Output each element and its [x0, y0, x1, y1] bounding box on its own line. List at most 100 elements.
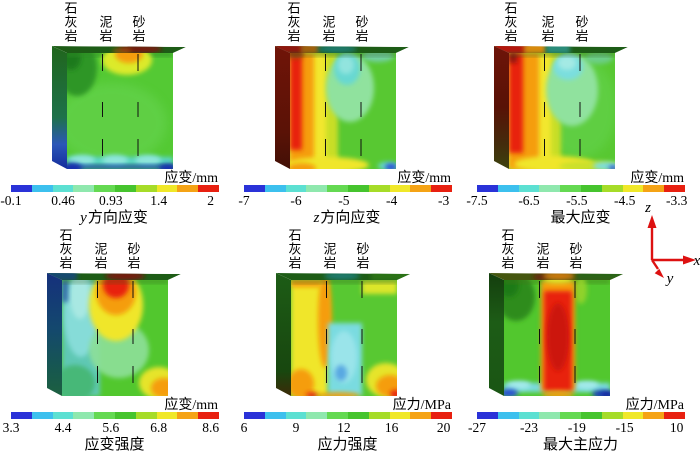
- axis-arrows: [650, 227, 684, 270]
- colorbar-segment: [198, 412, 219, 419]
- colorbar-segment: [518, 185, 540, 192]
- colorbar-segment: [347, 412, 369, 419]
- tick-label: 6.8: [150, 420, 168, 435]
- tick-label: 9: [292, 420, 300, 435]
- tick-label: 0.93: [99, 193, 123, 208]
- layer-joints: [326, 281, 363, 383]
- colorbar-segment: [389, 185, 411, 192]
- colorbar-title: 应变/mm: [630, 171, 684, 186]
- tick-label: -3: [438, 193, 450, 208]
- colorbar-segment: [114, 412, 136, 419]
- rock-label-sandstone: 砂岩: [354, 242, 370, 270]
- contour-block: [275, 46, 409, 169]
- left-face: [47, 273, 62, 396]
- tick-label: 20: [436, 420, 451, 435]
- tick-label: 1.4: [150, 193, 168, 208]
- panel-stress-intensity: 石灰岩 泥岩 砂岩: [233, 227, 466, 455]
- contour-block: [494, 46, 628, 169]
- top-face: [276, 273, 410, 280]
- top-face: [47, 273, 181, 280]
- colorbar-segment: [244, 412, 265, 419]
- tick-label: -0.1: [0, 193, 22, 208]
- tick-label: 4.4: [54, 420, 72, 435]
- front-face: [509, 53, 615, 169]
- colorbar-segment: [410, 412, 432, 419]
- tick-label: -27: [468, 420, 486, 435]
- x-axis-label: x: [693, 253, 700, 269]
- colorbar-segment: [601, 412, 623, 419]
- colorbar-segment: [580, 185, 602, 192]
- colorbar-segment: [52, 412, 74, 419]
- colorbar: [11, 185, 219, 192]
- panel-max-strain: 石灰岩 泥岩 砂岩: [466, 0, 699, 228]
- colorbar-segment: [622, 412, 644, 419]
- colorbar-segment: [285, 185, 307, 192]
- colorbar-segment: [135, 412, 157, 419]
- colorbar-segment: [368, 185, 390, 192]
- rock-label-limestone: 石灰岩: [499, 228, 515, 270]
- colorbar-segment: [114, 185, 136, 192]
- colorbar-segment: [198, 185, 219, 192]
- colorbar: [11, 412, 219, 419]
- colorbar-segment: [410, 185, 432, 192]
- tick-label: 8.6: [202, 420, 220, 435]
- left-face: [489, 273, 504, 396]
- colorbar-segment: [285, 412, 307, 419]
- rock-label-sandstone: 砂岩: [130, 15, 146, 43]
- colorbar-segment: [327, 185, 348, 192]
- tick-label: 6: [240, 420, 248, 435]
- colorbar-segment: [306, 185, 328, 192]
- colorbar: [477, 412, 685, 419]
- layer-joints: [97, 281, 134, 383]
- layer-joints: [325, 54, 362, 156]
- contour-block: [52, 46, 186, 169]
- tick-label: 3.3: [2, 420, 20, 435]
- colorbar-ticks: 3.3 4.4 5.6 6.8 8.6: [3, 420, 220, 436]
- left-face: [52, 46, 67, 169]
- colorbar-segment: [389, 412, 411, 419]
- colorbar-segment: [327, 412, 348, 419]
- colorbar-segment: [477, 185, 498, 192]
- colorbar-segment: [306, 412, 328, 419]
- colorbar-segment: [477, 412, 498, 419]
- colorbar-segment: [601, 185, 623, 192]
- tick-label: 10: [669, 420, 684, 435]
- colorbar-segment: [539, 185, 561, 192]
- top-face: [489, 273, 623, 280]
- tick-label: -3.3: [665, 193, 688, 208]
- y-axis-label: y: [665, 271, 674, 287]
- layer-joints: [539, 281, 576, 383]
- contour-block: [276, 273, 410, 396]
- colorbar-segment: [643, 412, 665, 419]
- colorbar-title: 应力/MPa: [392, 398, 451, 413]
- colorbar-segment: [622, 185, 644, 192]
- front-face: [67, 53, 173, 169]
- tick-label: 16: [384, 420, 399, 435]
- front-face: [504, 280, 610, 396]
- tick-label: -6: [290, 193, 302, 208]
- tick-label: -5: [338, 193, 350, 208]
- rock-layer-labels: 石灰岩 泥岩 砂岩: [233, 0, 466, 43]
- panel-strain-intensity: 石灰岩 泥岩 砂岩: [0, 227, 233, 455]
- colorbar-segment: [31, 185, 53, 192]
- colorbar-segment: [177, 412, 199, 419]
- colorbar-segment: [94, 185, 115, 192]
- tick-label: 12: [337, 420, 351, 435]
- colorbar-segment: [135, 185, 157, 192]
- colorbar-segment: [643, 185, 665, 192]
- panel-caption: y方向应变: [80, 210, 148, 226]
- front-face: [291, 280, 397, 396]
- panel-caption: z方向应变: [313, 210, 381, 226]
- colorbar-title: 应变/mm: [164, 171, 218, 186]
- rock-label-mudstone: 泥岩: [321, 242, 337, 270]
- rock-layer-labels: 石灰岩 泥岩 砂岩: [0, 227, 233, 270]
- colorbar-ticks: -7 -6 -5 -4 -3: [238, 193, 452, 209]
- rock-label-mudstone: 泥岩: [97, 15, 113, 43]
- colorbar-segment: [431, 185, 452, 192]
- colorbar-segment: [244, 185, 265, 192]
- rock-label-sandstone: 砂岩: [573, 15, 589, 43]
- colorbar-segment: [497, 185, 519, 192]
- colorbar-segment: [73, 412, 95, 419]
- tick-label: -7: [238, 193, 250, 208]
- colorbar-segment: [539, 412, 561, 419]
